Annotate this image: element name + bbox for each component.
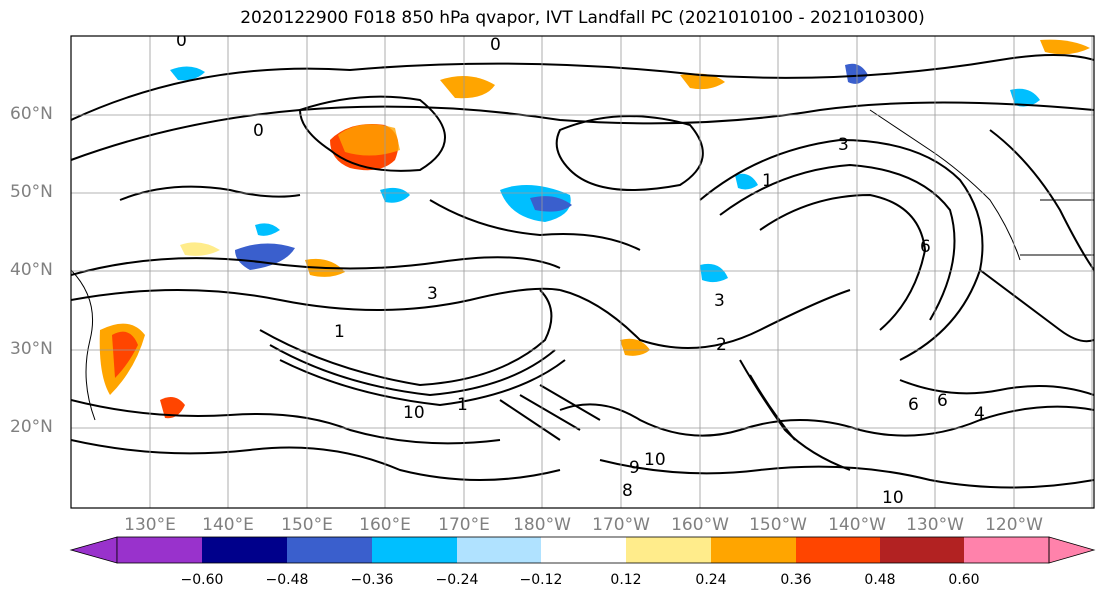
colorbar-tick-label: 0.24 [695,572,727,588]
lon-label: 170°E [438,515,490,535]
contour-label: 6 [937,391,948,411]
contour-label: 0 [253,121,264,141]
lat-label-60n: 60°N [10,104,53,124]
contour-label: 1 [334,322,345,342]
colorbar-tick-label: 0.36 [780,572,812,588]
lon-label: 180°W [513,515,571,535]
colorbar-segment [796,537,880,563]
contour-label: 3 [714,291,725,311]
colorbar-segment [202,537,287,563]
lat-label-30n: 30°N [10,339,53,359]
colorbar-tick-label: −0.60 [180,572,224,588]
contour-label: 2 [716,335,727,355]
contour-label-group: 0 0 0 3 1 3 1 3 2 6 10 1 6 10 9 8 4 6 10 [176,31,985,508]
colorbar-tick-label: −0.24 [435,572,479,588]
coastlines [71,109,1094,421]
contour-label: 0 [176,31,187,51]
colorbar-segment [626,537,711,563]
colorbar-tick-label: −0.48 [265,572,309,588]
colorbar [69,536,1096,564]
colorbar-segment [117,537,202,563]
lat-label-20n: 20°N [10,417,53,437]
map-title: 2020122900 F018 850 hPa qvapor, IVT Land… [240,8,925,28]
contour-label: 1 [762,171,773,191]
contour-label: 10 [403,403,425,423]
colorbar-segment [541,537,626,563]
contour-label: 6 [908,395,919,415]
contour-label: 9 [629,458,640,478]
colorbar-segment [372,537,457,563]
colorbar-tick-label: 0.60 [948,572,980,588]
colorbar-extend-low [69,536,118,564]
colorbar-segment [287,537,372,563]
colorbar-segment [964,537,1049,563]
contour-label: 6 [920,237,931,257]
colorbar-tick-label: 0.12 [610,572,642,588]
colorbar-frame [116,536,1050,564]
map-plot: 0 0 0 3 1 3 1 3 2 6 10 1 6 10 9 8 4 6 10 [70,31,1095,509]
lat-label-50n: 50°N [10,182,53,202]
lon-label: 170°W [592,515,650,535]
map-frame [70,35,1095,509]
shading-layer [99,39,1090,419]
contour-label: 10 [882,488,904,508]
contour-label: 10 [644,450,666,470]
colorbar-tick-label: −0.36 [350,572,394,588]
colorbar-segment [457,537,541,563]
contour-label: 0 [490,35,501,55]
lon-label: 160°W [671,515,729,535]
contour-layer [71,54,1094,489]
colorbar-extend-high [1048,536,1096,564]
colorbar-segment [880,537,964,563]
contour-label: 3 [838,135,849,155]
lon-label: 160°E [359,515,411,535]
lat-label-40n: 40°N [10,260,53,280]
contour-label: 4 [974,404,985,424]
lon-label: 150°E [281,515,333,535]
contour-label: 8 [622,481,633,501]
colorbar-tick-label: −0.12 [519,572,563,588]
lon-label: 140°E [202,515,254,535]
lon-label: 130°E [124,515,176,535]
colorbar-tick-label: 0.48 [864,572,896,588]
colorbar-segment [711,537,796,563]
lon-label: 140°W [828,515,886,535]
contour-label: 1 [457,395,468,415]
lon-label: 120°W [985,515,1043,535]
lon-label: 130°W [906,515,964,535]
gridlines [71,36,1094,508]
lon-label: 150°W [749,515,807,535]
contour-label: 3 [427,284,438,304]
